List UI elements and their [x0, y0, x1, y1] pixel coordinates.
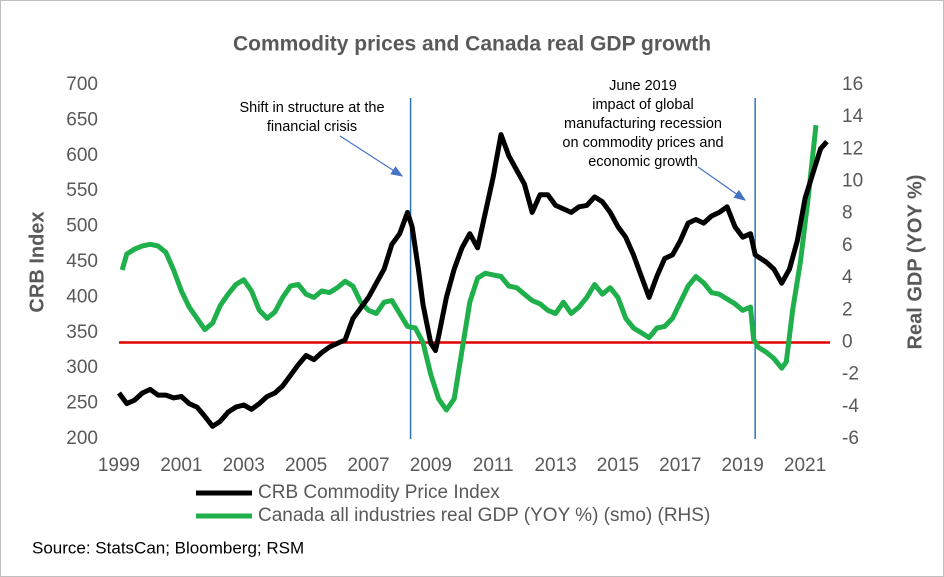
y2-tick-label: -6: [842, 428, 859, 449]
legend-label: Canada all industries real GDP (YOY %) (…: [258, 505, 710, 526]
series-line: [116, 132, 829, 429]
y-tick-label: 300: [66, 357, 98, 378]
x-tick-label: 2003: [223, 455, 265, 476]
annotation-arrow: [339, 135, 404, 177]
legend-label: CRB Commodity Price Index: [258, 482, 500, 503]
series-line: [119, 124, 819, 413]
annotation-line: June 2019: [609, 78, 677, 94]
y2-tick-label: 4: [842, 267, 853, 288]
annotation-arrow: [697, 166, 746, 201]
y2-tick-label: 14: [842, 106, 864, 127]
y2-tick-label: -2: [842, 364, 859, 385]
y2-tick-label: 6: [842, 235, 853, 256]
y-tick-label: 500: [66, 216, 98, 237]
chart-title: Commodity prices and Canada real GDP gro…: [233, 33, 711, 56]
x-tick-label: 2015: [597, 455, 639, 476]
x-tick-label: 2001: [160, 455, 202, 476]
x-tick-label: 1999: [98, 455, 140, 476]
x-tick-label: 2009: [410, 455, 452, 476]
y-tick-label: 350: [66, 322, 98, 343]
source-note: Source: StatsCan; Bloomberg; RSM: [32, 538, 304, 557]
x-tick-label: 2005: [285, 455, 327, 476]
y2-tick-label: -4: [842, 396, 859, 417]
y-axis-label: CRB Index: [26, 211, 48, 312]
annotation-line: Shift in structure at the: [239, 100, 384, 116]
annotation-line: manufacturing recession: [564, 116, 722, 132]
y2-tick-label: 16: [842, 74, 863, 95]
y-tick-label: 600: [66, 145, 98, 166]
annotation-line: economic growth: [588, 154, 698, 170]
annotation-line: on commodity prices and: [562, 135, 723, 151]
annotation: Shift in structure at the financial crisi…: [239, 100, 384, 135]
annotation-line: financial crisis: [267, 119, 357, 135]
y2-tick-label: 0: [842, 331, 853, 352]
y-tick-label: 700: [66, 74, 98, 95]
y2-axis-label: Real GDP (YOY %): [904, 175, 926, 350]
y-tick-label: 400: [66, 286, 98, 307]
x-tick-label: 2021: [784, 455, 826, 476]
y-tick-label: 250: [66, 393, 98, 414]
x-tick-label: 2017: [659, 455, 701, 476]
y2-tick-label: 2: [842, 299, 853, 320]
y2-tick-label: 12: [842, 138, 863, 159]
annotation-line: impact of global: [592, 97, 694, 113]
annotation: June 2019 impact of global manufacturing r…: [562, 78, 723, 170]
x-tick-label: 2011: [473, 455, 514, 476]
x-tick-label: 2019: [722, 455, 764, 476]
y-tick-label: 200: [66, 428, 98, 449]
y2-tick-label: 8: [842, 203, 853, 224]
y-tick-label: 450: [66, 251, 98, 272]
y-tick-label: 550: [66, 180, 98, 201]
y2-tick-label: 10: [842, 171, 863, 192]
y-tick-label: 650: [66, 109, 98, 130]
x-tick-label: 2013: [534, 455, 576, 476]
x-tick-label: 2007: [347, 455, 389, 476]
